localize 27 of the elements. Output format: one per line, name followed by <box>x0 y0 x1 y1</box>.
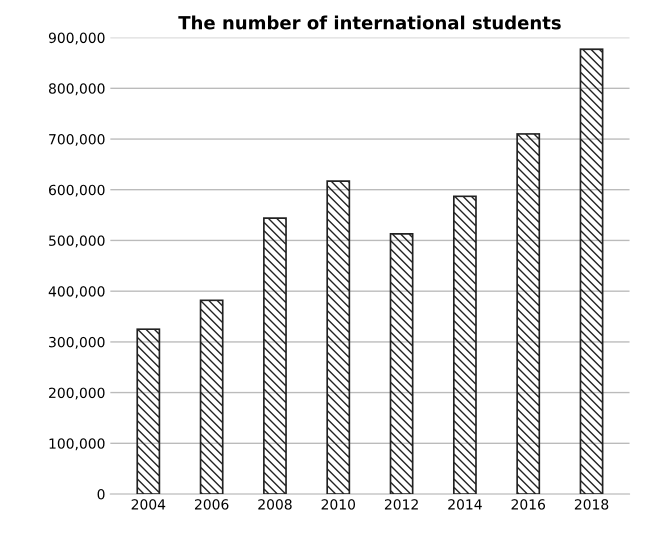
x-tick-label: 2016 <box>512 499 546 510</box>
x-tick-label: 2012 <box>384 499 418 510</box>
x-tick-label: 2004 <box>132 499 166 510</box>
bar <box>452 196 477 494</box>
chart-title: The number of international students <box>178 16 561 30</box>
bar <box>326 180 350 494</box>
y-tick-label: 800,000 <box>48 83 105 96</box>
x-tick-label: 2010 <box>322 499 356 510</box>
y-tick-label: 100,000 <box>50 438 105 450</box>
y-tick-label: 200,000 <box>49 388 105 400</box>
y-tick-label: 300,000 <box>49 336 105 349</box>
y-tick-label: 0 <box>98 489 105 500</box>
bar <box>580 48 604 494</box>
x-tick-label: 2018 <box>574 499 608 510</box>
bar <box>263 217 287 494</box>
y-tick-label: 700,000 <box>49 134 105 146</box>
x-tick-label: 2006 <box>194 499 228 510</box>
bar <box>390 233 414 494</box>
bar <box>200 299 224 494</box>
x-tick-label: 2008 <box>258 499 292 510</box>
bar <box>516 133 540 494</box>
y-tick-label: 500,000 <box>49 235 105 248</box>
y-tick-label: 600,000 <box>49 184 105 197</box>
bar <box>136 328 160 494</box>
y-tick-label: 400,000 <box>48 286 105 298</box>
y-tick-label: 900,000 <box>48 32 105 44</box>
x-tick-label: 2014 <box>448 499 482 510</box>
